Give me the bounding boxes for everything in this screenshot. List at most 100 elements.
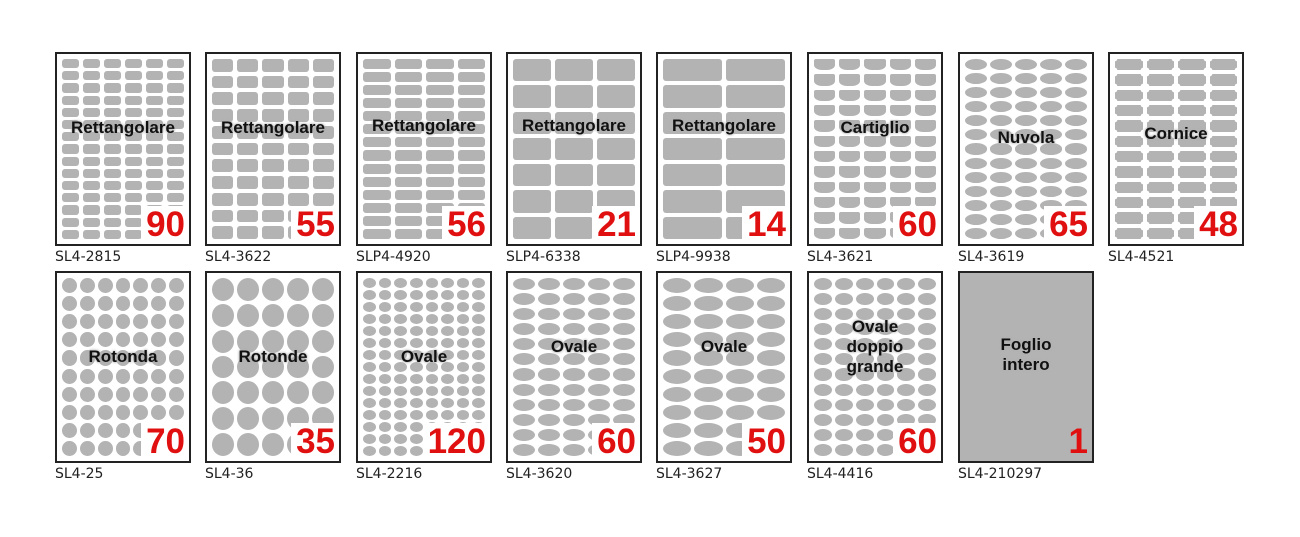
label-shape bbox=[426, 202, 454, 213]
sheet-card[interactable]: Rotonde 35 SL4-36 bbox=[205, 271, 341, 482]
label-shape bbox=[1065, 129, 1087, 141]
label-shape bbox=[115, 404, 131, 420]
sheet-card[interactable]: Rettangolare 21 SLP4-6338 bbox=[506, 52, 642, 265]
label-shape bbox=[394, 111, 422, 122]
label-shape bbox=[889, 181, 911, 193]
label-shape bbox=[394, 338, 407, 348]
label-shape bbox=[62, 350, 77, 366]
label-shape bbox=[663, 296, 692, 312]
sheet-card[interactable]: Ovale 120 SL4-2216 bbox=[356, 271, 492, 482]
label-shape bbox=[409, 338, 423, 348]
label-shape bbox=[563, 293, 585, 306]
label-shape bbox=[262, 59, 284, 72]
sheet-code: SL4-3621 bbox=[807, 249, 874, 265]
label-shape bbox=[663, 386, 692, 402]
label-shape bbox=[394, 350, 407, 360]
label-shape bbox=[1178, 196, 1206, 209]
label-shape bbox=[513, 216, 551, 239]
label-shape bbox=[363, 398, 376, 408]
label-shape bbox=[839, 74, 861, 86]
label-shape bbox=[513, 383, 535, 396]
label-shape bbox=[212, 209, 234, 223]
label-shape bbox=[725, 368, 754, 384]
label-shape bbox=[363, 98, 391, 109]
sheet-card[interactable]: Nuvola 65 SL4-3619 bbox=[958, 52, 1094, 265]
label-shape bbox=[104, 168, 121, 178]
label-shape bbox=[104, 205, 121, 215]
label-shape bbox=[441, 338, 454, 348]
label-shape bbox=[146, 107, 163, 117]
label-shape bbox=[287, 176, 309, 189]
sheet-card[interactable]: Foglio intero 1 SL4-210297 bbox=[958, 271, 1094, 482]
label-shape bbox=[104, 119, 121, 130]
sheet-card[interactable]: Rettangolare 55 SL4-3622 bbox=[205, 52, 341, 265]
label-shape bbox=[814, 196, 836, 209]
label-shape bbox=[839, 89, 861, 101]
label-shape bbox=[1209, 135, 1237, 147]
label-shape bbox=[1209, 196, 1237, 209]
label-shape bbox=[726, 59, 785, 82]
label-shape bbox=[425, 410, 439, 420]
label-shape bbox=[855, 278, 874, 291]
label-shape bbox=[914, 104, 936, 117]
sheet-card[interactable]: Cornice 48 SL4-4521 bbox=[1108, 52, 1244, 265]
label-shape bbox=[394, 314, 407, 324]
label-shape bbox=[472, 314, 485, 324]
label-shape bbox=[146, 95, 163, 105]
label-grid bbox=[663, 278, 785, 456]
sheet-card[interactable]: Cartiglio 60 SL4-3621 bbox=[807, 52, 943, 265]
label-shape bbox=[394, 362, 407, 372]
label-shape bbox=[855, 383, 874, 396]
label-shape bbox=[897, 278, 916, 291]
label-shape bbox=[864, 150, 886, 163]
label-shape bbox=[965, 171, 987, 183]
label-shape bbox=[694, 404, 723, 420]
label-shape bbox=[855, 293, 874, 306]
label-shape bbox=[538, 293, 560, 306]
label-shape bbox=[146, 119, 163, 130]
sheet-card[interactable]: Rotonda 70 SL4-25 bbox=[55, 271, 191, 482]
label-shape bbox=[212, 159, 234, 173]
label-shape bbox=[62, 332, 77, 348]
label-shape bbox=[613, 368, 635, 381]
label-shape bbox=[855, 428, 874, 441]
label-shape bbox=[167, 95, 184, 105]
label-shape bbox=[312, 355, 334, 379]
label-shape bbox=[62, 368, 77, 384]
label-shape bbox=[538, 323, 560, 336]
label-shape bbox=[83, 193, 100, 203]
sheet-card[interactable]: Ovale 60 SL4-3620 bbox=[506, 271, 642, 482]
label-shape bbox=[79, 440, 95, 456]
label-shape bbox=[834, 368, 853, 381]
label-shape bbox=[1065, 73, 1087, 85]
label-shape bbox=[115, 296, 131, 312]
label-shape bbox=[83, 168, 100, 178]
label-shape bbox=[513, 338, 535, 351]
label-shape bbox=[1178, 59, 1206, 71]
label-shape bbox=[287, 329, 309, 353]
label-shape bbox=[262, 125, 284, 139]
sheet-card[interactable]: Rettangolare 14 SLP4-9938 bbox=[656, 52, 792, 265]
label-shape bbox=[876, 368, 895, 381]
label-shape bbox=[287, 59, 309, 72]
label-shape bbox=[694, 278, 723, 294]
sheet-card[interactable]: Ovale 50 SL4-3627 bbox=[656, 271, 792, 482]
sheet-card[interactable]: Rettangolare 90 SL4-2815 bbox=[55, 52, 191, 265]
sheet-preview: Rettangolare 90 bbox=[55, 52, 191, 246]
sheet-card[interactable]: Ovale doppio grande 60 SL4-4416 bbox=[807, 271, 943, 482]
label-shape bbox=[125, 193, 142, 203]
label-shape bbox=[694, 314, 723, 330]
label-shape bbox=[513, 111, 551, 134]
label-shape bbox=[312, 125, 334, 139]
label-shape bbox=[472, 350, 485, 360]
sheet-card[interactable]: Rettangolare 56 SLP4-4920 bbox=[356, 52, 492, 265]
label-shape bbox=[1040, 87, 1062, 99]
label-shape bbox=[262, 142, 284, 156]
label-shape bbox=[555, 164, 593, 187]
label-shape bbox=[212, 433, 234, 456]
label-shape bbox=[83, 83, 100, 93]
label-shape bbox=[62, 144, 79, 154]
label-shape bbox=[363, 278, 376, 288]
label-shape bbox=[125, 132, 142, 142]
label-shape bbox=[513, 308, 535, 321]
